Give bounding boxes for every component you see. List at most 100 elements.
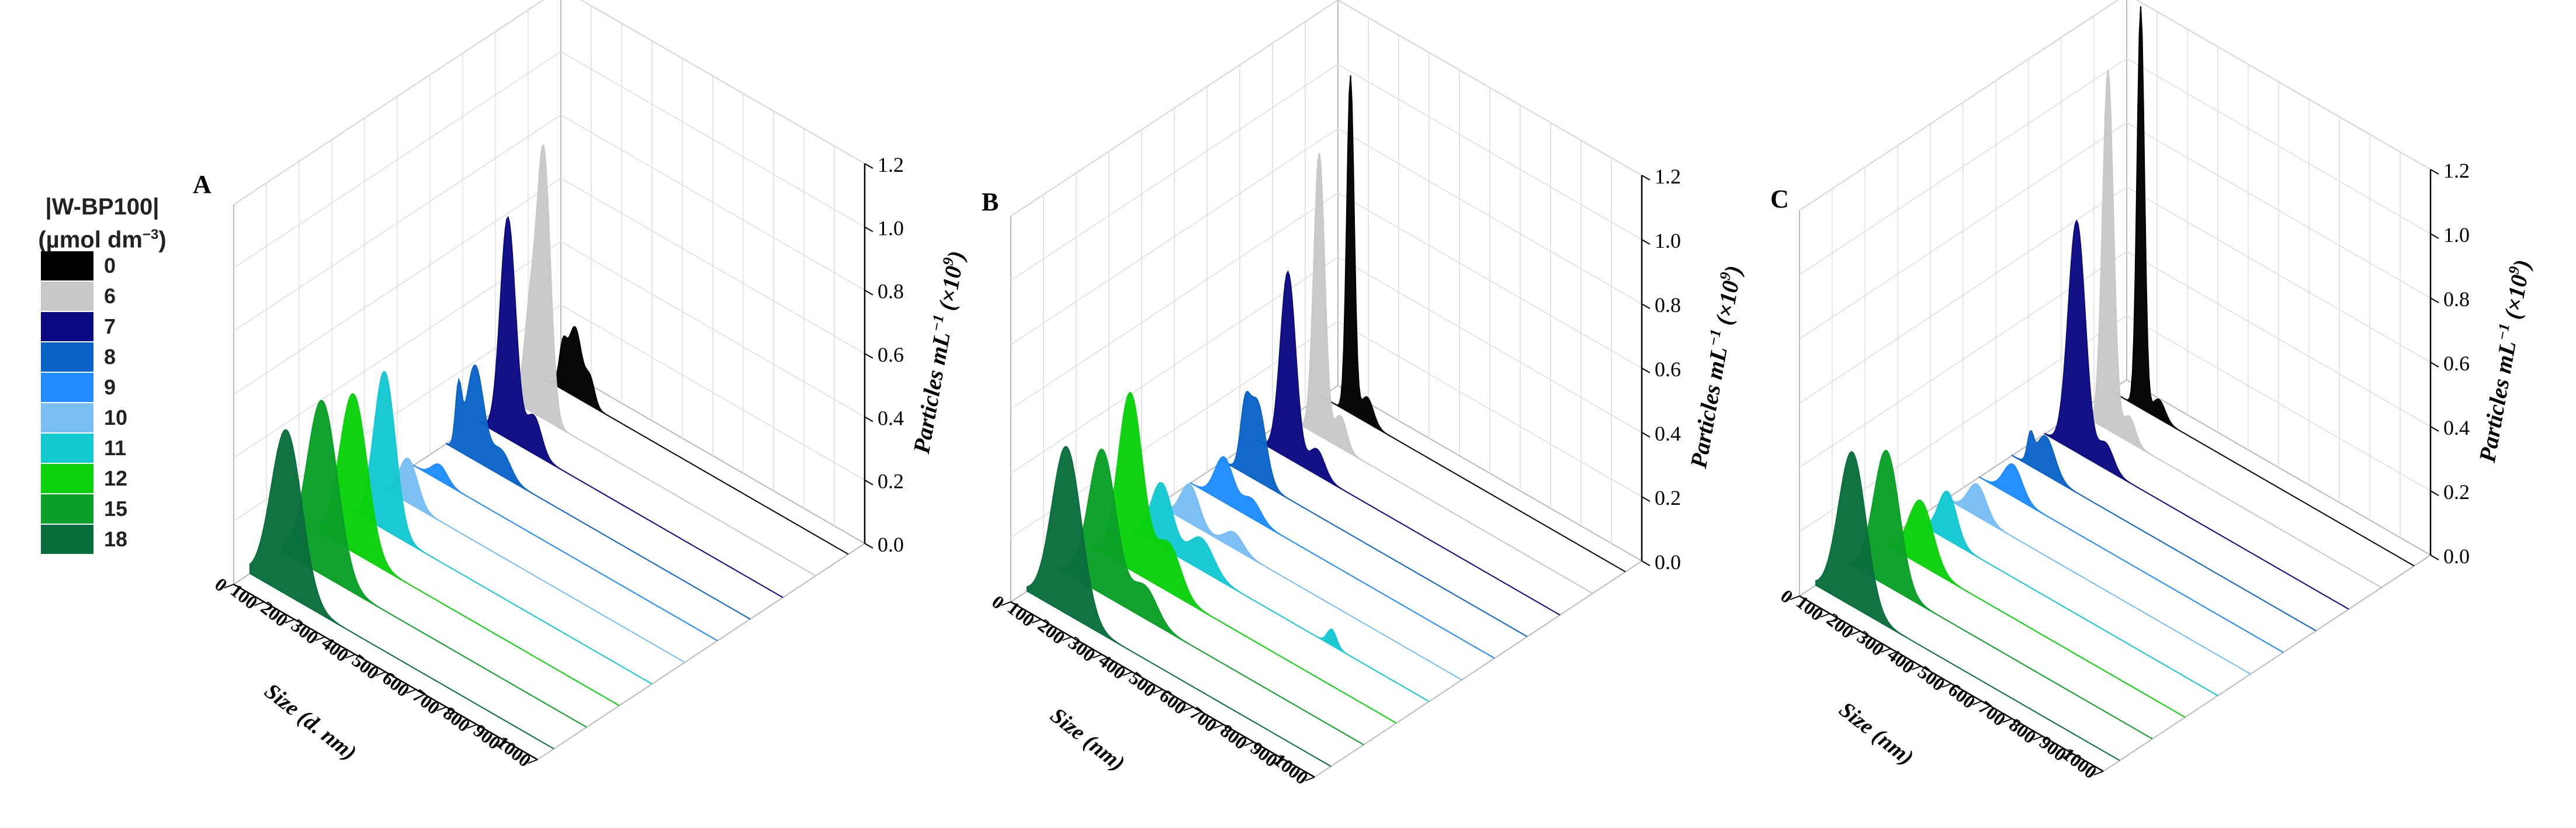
z-tick	[864, 226, 873, 233]
x-tick-label: 0	[1777, 585, 1797, 607]
z-ticks: 0.0 0.2 0.4 0.6 0.8 1.0 1.2	[864, 153, 904, 556]
legend: |W-BP100| (µmol dm−3) 0 6 7 8 9 10 11 12 15 18	[18, 193, 187, 554]
x-tick	[254, 601, 265, 606]
x-tick	[2093, 771, 2104, 775]
z-tick	[864, 543, 873, 549]
z-tick	[2430, 362, 2439, 368]
z-tick	[2430, 426, 2439, 432]
x-tick	[2063, 753, 2074, 758]
series-11-area	[1125, 481, 1430, 702]
grid-line	[1799, 0, 2431, 211]
grid-line	[1010, 257, 1642, 474]
series-8-area	[1223, 390, 1528, 638]
gridlines	[233, 0, 865, 563]
legend-swatch	[41, 525, 93, 554]
z-tick	[1641, 560, 1651, 566]
grid-line	[1010, 128, 1642, 345]
grid-line	[1799, 315, 2431, 532]
x-tick	[2002, 718, 2013, 723]
z-tick-label: 0.2	[1655, 486, 1681, 510]
chart-panel-C: 0.0 0.2 0.4 0.6 0.8 1.0 1.2 Particles mL−1 (×10…	[1770, 0, 2535, 783]
series-12-area	[315, 393, 620, 706]
series-18-area	[249, 429, 554, 750]
series-10-area	[1946, 483, 2251, 675]
legend-label: 9	[104, 375, 116, 399]
x-tick	[345, 654, 356, 659]
series-15-area	[282, 400, 587, 728]
legend-swatch	[41, 434, 93, 463]
x-tick	[2033, 736, 2043, 740]
grid-line	[233, 178, 865, 395]
z-tick-label: 0.0	[2443, 545, 2470, 568]
series-6-area	[1288, 153, 1593, 594]
legend-label: 8	[104, 345, 116, 369]
x-tick	[528, 759, 538, 764]
chart-panel-A: 0.0 0.2 0.4 0.6 0.8 1.0 1.2 Particles mL−1 (×10…	[193, 0, 969, 771]
x-tick	[1214, 724, 1224, 729]
series-11-area	[348, 370, 653, 685]
grid-line	[233, 114, 865, 332]
x-tick-label: 0	[211, 573, 231, 595]
z-tick-label: 1.0	[2443, 223, 2470, 247]
x-tick	[1820, 613, 1830, 618]
x-tick	[1153, 689, 1163, 694]
legend-label: 0	[104, 254, 116, 278]
z-tick-label: 0.6	[878, 343, 904, 366]
legend-swatch	[41, 251, 93, 280]
z-tick	[2430, 490, 2439, 496]
series-9-area	[1979, 463, 2284, 653]
legend-title-line2: (µmol dm−3)	[38, 227, 167, 253]
series-8-area	[446, 364, 751, 620]
z-axis-label: Particles mL−1 (×109)	[1683, 263, 1746, 470]
x-tick	[1062, 636, 1072, 641]
z-tick	[1641, 175, 1651, 181]
series-18-area	[1027, 446, 1332, 767]
series-7-area	[1256, 270, 1561, 616]
z-tick-label: 1.2	[1655, 165, 1681, 188]
x-tick	[1092, 654, 1102, 659]
x-tick	[285, 619, 295, 623]
z-tick-label: 0.4	[1655, 422, 1681, 445]
z-tick	[2430, 169, 2439, 175]
z-tick-label: 0.4	[878, 406, 904, 429]
z-tick	[864, 163, 873, 169]
series-12-area	[1881, 499, 2186, 718]
x-axis-label: Size (d. nm)	[260, 678, 361, 765]
x-tick	[1274, 759, 1285, 764]
series-10-area	[1157, 483, 1462, 681]
z-tick-label: 0.6	[2443, 352, 2470, 375]
z-tick-label: 0.2	[878, 470, 904, 493]
x-tick	[376, 671, 386, 676]
series-0-area	[544, 325, 849, 555]
series-9-area	[413, 463, 718, 642]
z-tick	[1641, 239, 1651, 245]
x-tick	[436, 706, 447, 711]
gridlines	[1799, 0, 2431, 574]
grid-line	[1010, 192, 1642, 410]
z-tick	[864, 289, 873, 296]
x-tick	[1244, 742, 1254, 746]
series-18-area	[1815, 451, 2120, 761]
x-tick	[1850, 630, 1861, 635]
z-axis-label: Particles mL−1 (×109)	[2472, 257, 2535, 465]
x-tick	[1972, 701, 1982, 705]
legend-label: 18	[104, 527, 128, 551]
z-tick	[2430, 555, 2439, 560]
x-tick	[1031, 619, 1042, 623]
x-tick	[1183, 706, 1194, 711]
x-axis-label: Size (nm)	[1835, 697, 1918, 770]
legend-label: 10	[104, 406, 128, 429]
z-tick-label: 1.2	[2443, 159, 2470, 182]
z-tick	[2430, 297, 2439, 303]
legend-swatch	[41, 342, 93, 372]
grid-line	[233, 0, 865, 205]
legend-label: 15	[104, 497, 128, 521]
z-tick	[1641, 368, 1651, 373]
z-axis-label: Particles mL−1 (×109)	[906, 248, 969, 456]
x-tick	[497, 742, 508, 746]
grid-line	[1799, 58, 2431, 275]
chart-panel-B: 0.0 0.2 0.4 0.6 0.8 1.0 1.2 Particles mL−1 (×10…	[982, 0, 1746, 789]
x-tick	[1122, 671, 1133, 676]
series-6-area	[511, 144, 816, 577]
